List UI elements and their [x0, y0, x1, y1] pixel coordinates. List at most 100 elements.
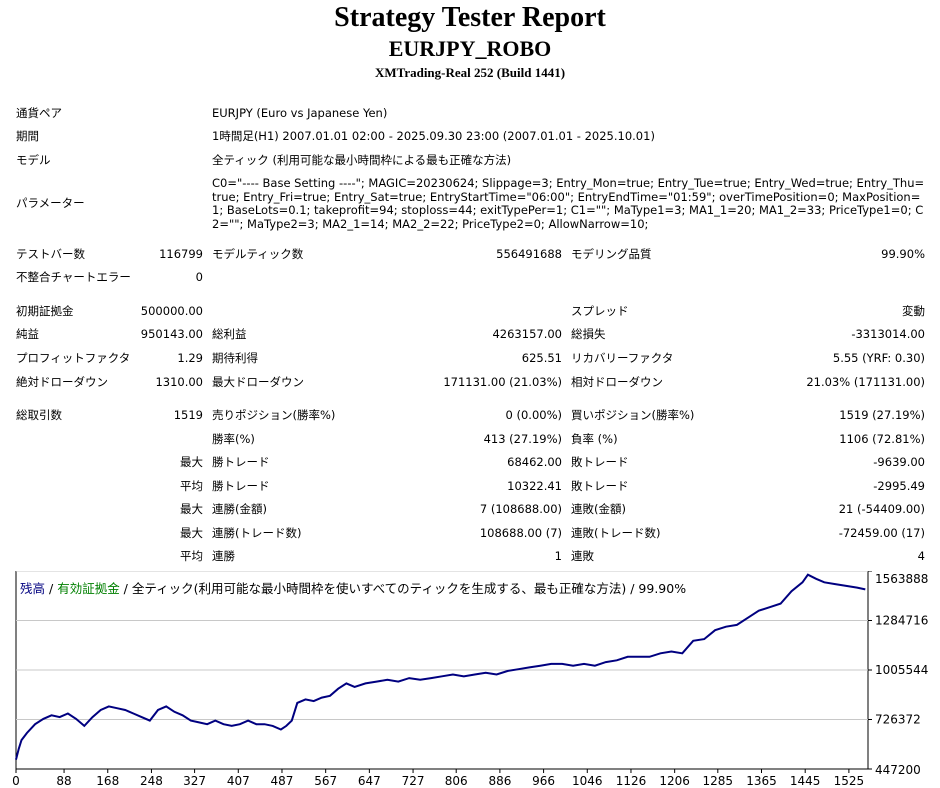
- avg-consec-loss-label: 連敗: [571, 549, 594, 563]
- avg-label-2: 平均: [180, 549, 203, 563]
- rel-dd-label: 相対ドローダウン: [571, 375, 663, 389]
- bars-value: 116799: [159, 247, 203, 261]
- winrate-label: 勝率(%): [212, 432, 255, 446]
- x-tick-label: 1285: [703, 774, 734, 788]
- x-tick-label: 806: [445, 774, 468, 788]
- x-tick-label: 407: [227, 774, 250, 788]
- model-label: モデル: [16, 153, 51, 167]
- short-label: 売りポジション(勝率%): [212, 408, 336, 422]
- trades-value: 1519: [173, 408, 203, 422]
- caption-model: 全ティック(利用可能な最小時間枠を使いすべてのティックを生成する、最も正確な方法…: [131, 581, 687, 596]
- consec-loss-amt-value: 21 (-54409.00): [838, 502, 925, 516]
- lossrate-value: 1106 (72.81%): [839, 432, 925, 446]
- report-subtitle: EURJPY_ROBO: [388, 36, 552, 61]
- max-dd-value: 171131.00 (21.03%): [443, 375, 562, 389]
- avg-consec-loss-value: 4: [917, 549, 925, 563]
- consec-win-cnt-value: 108688.00 (7): [479, 526, 562, 540]
- win-trade-label-avg: 勝トレード: [212, 479, 270, 493]
- chart-caption: 残高 / 有効証拠金 / 全ティック(利用可能な最小時間枠を使いすべてのティック…: [20, 578, 686, 597]
- y-tick-label: 447200: [875, 763, 921, 777]
- loss-trade-label-avg: 敗トレード: [571, 479, 629, 493]
- rel-dd-value: 21.03% (171131.00): [806, 375, 925, 389]
- avg-label-1: 平均: [180, 479, 203, 493]
- loss-trade-max: -9639.00: [873, 455, 925, 469]
- caption-balance: 残高: [20, 581, 46, 596]
- y-tick-label: 726372: [875, 713, 921, 727]
- y-tick-labels: 447200 726372 1005544 1284716 1563888: [868, 571, 928, 777]
- pair-value: EURJPY (Euro vs Japanese Yen): [212, 106, 388, 120]
- win-trade-avg: 10322.41: [507, 479, 562, 493]
- consec-loss-amt-label: 連敗(金額): [571, 502, 626, 516]
- max-label-3: 最大: [180, 526, 203, 540]
- chart-grid: [16, 571, 868, 720]
- max-dd-label: 最大ドローダウン: [212, 375, 304, 389]
- expected-label: 期待利得: [212, 351, 258, 365]
- spread-value: 変動: [902, 304, 925, 318]
- x-tick-label: 1206: [659, 774, 690, 788]
- lossrate-label: 負率 (%): [571, 432, 618, 446]
- recovery-label: リカバリーファクタ: [571, 351, 674, 365]
- avg-consec-win-label: 連勝: [212, 549, 235, 563]
- quality-value: 99.90%: [881, 247, 925, 261]
- x-tick-label: 1126: [616, 774, 647, 788]
- x-tick-label: 966: [532, 774, 555, 788]
- net-label: 純益: [16, 327, 39, 341]
- trades-label: 総取引数: [16, 408, 62, 422]
- caption-sep-2: /: [119, 581, 132, 596]
- x-tick-label: 168: [96, 774, 119, 788]
- x-tick-labels: 0 88 168 248 327 407 487 567 647 727 806 886 966 1046…: [12, 769, 864, 788]
- x-tick-label: 327: [183, 774, 206, 788]
- avg-consec-win-value: 1: [554, 549, 562, 563]
- gross-profit-value: 4263157.00: [492, 327, 562, 341]
- x-tick-label: 487: [271, 774, 294, 788]
- long-label: 買いポジション(勝率%): [571, 408, 695, 422]
- loss-trade-label: 敗トレード: [571, 455, 629, 469]
- consec-loss-cnt-label: 連敗(トレード数): [571, 526, 661, 540]
- y-tick-label: 1005544: [875, 663, 928, 677]
- x-tick-label: 1525: [834, 774, 865, 788]
- balance-series-line: [15, 573, 866, 760]
- x-tick-label: 1445: [790, 774, 821, 788]
- loss-trade-avg: -2995.49: [873, 479, 925, 493]
- y-tick-label: 1563888: [875, 572, 928, 586]
- net-value: 950143.00: [140, 327, 203, 341]
- caption-equity: 有効証拠金: [57, 581, 120, 596]
- consec-loss-cnt-value: -72459.00 (17): [838, 526, 925, 540]
- abs-dd-label: 絶対ドローダウン: [16, 375, 108, 389]
- abs-dd-value: 1310.00: [155, 375, 203, 389]
- gross-loss-value: -3313014.00: [851, 327, 925, 341]
- period-label: 期間: [16, 129, 39, 143]
- mismatch-value: 0: [195, 270, 203, 284]
- period-value: 1時間足(H1) 2007.01.01 02:00 - 2025.09.30 2…: [212, 129, 655, 143]
- long-value: 1519 (27.19%): [839, 408, 925, 422]
- x-tick-label: 0: [12, 774, 20, 788]
- consec-win-amt-value: 7 (108688.00): [479, 502, 562, 516]
- x-tick-label: 88: [56, 774, 71, 788]
- spread-label: スプレッド: [571, 304, 629, 318]
- model-value: 全ティック (利用可能な最小時間枠による最も正確な方法): [212, 153, 512, 167]
- consec-win-cnt-label: 連勝(トレード数): [212, 526, 302, 540]
- max-label-2: 最大: [180, 502, 203, 516]
- params-value: C0="---- Base Setting ----"; MAGIC=20230…: [212, 176, 925, 231]
- ticks-value: 556491688: [496, 247, 562, 261]
- win-trade-label: 勝トレード: [212, 455, 270, 469]
- consec-win-amt-label: 連勝(金額): [212, 502, 267, 516]
- pf-value: 1.29: [177, 351, 203, 365]
- y-tick-label: 1284716: [875, 614, 928, 628]
- pair-label: 通貨ペア: [16, 106, 62, 120]
- report-title: Strategy Tester Report: [334, 2, 606, 33]
- caption-sep-1: /: [45, 581, 58, 596]
- balance-chart: 0 88 168 248 327 407 487 567 647 727 806 886 966 1046…: [12, 571, 928, 788]
- gross-profit-label: 総利益: [212, 327, 247, 341]
- x-tick-label: 1365: [746, 774, 777, 788]
- bars-label: テストバー数: [16, 247, 85, 261]
- x-tick-label: 248: [140, 774, 163, 788]
- deposit-label: 初期証拠金: [16, 304, 74, 318]
- x-tick-label: 1046: [572, 774, 603, 788]
- deposit-value: 500000.00: [140, 304, 203, 318]
- recovery-value: 5.55 (YRF: 0.30): [832, 351, 925, 365]
- quality-label: モデリング品質: [571, 247, 652, 261]
- gross-loss-label: 総損失: [571, 327, 606, 341]
- expected-value: 625.51: [521, 351, 562, 365]
- short-value: 0 (0.00%): [505, 408, 562, 422]
